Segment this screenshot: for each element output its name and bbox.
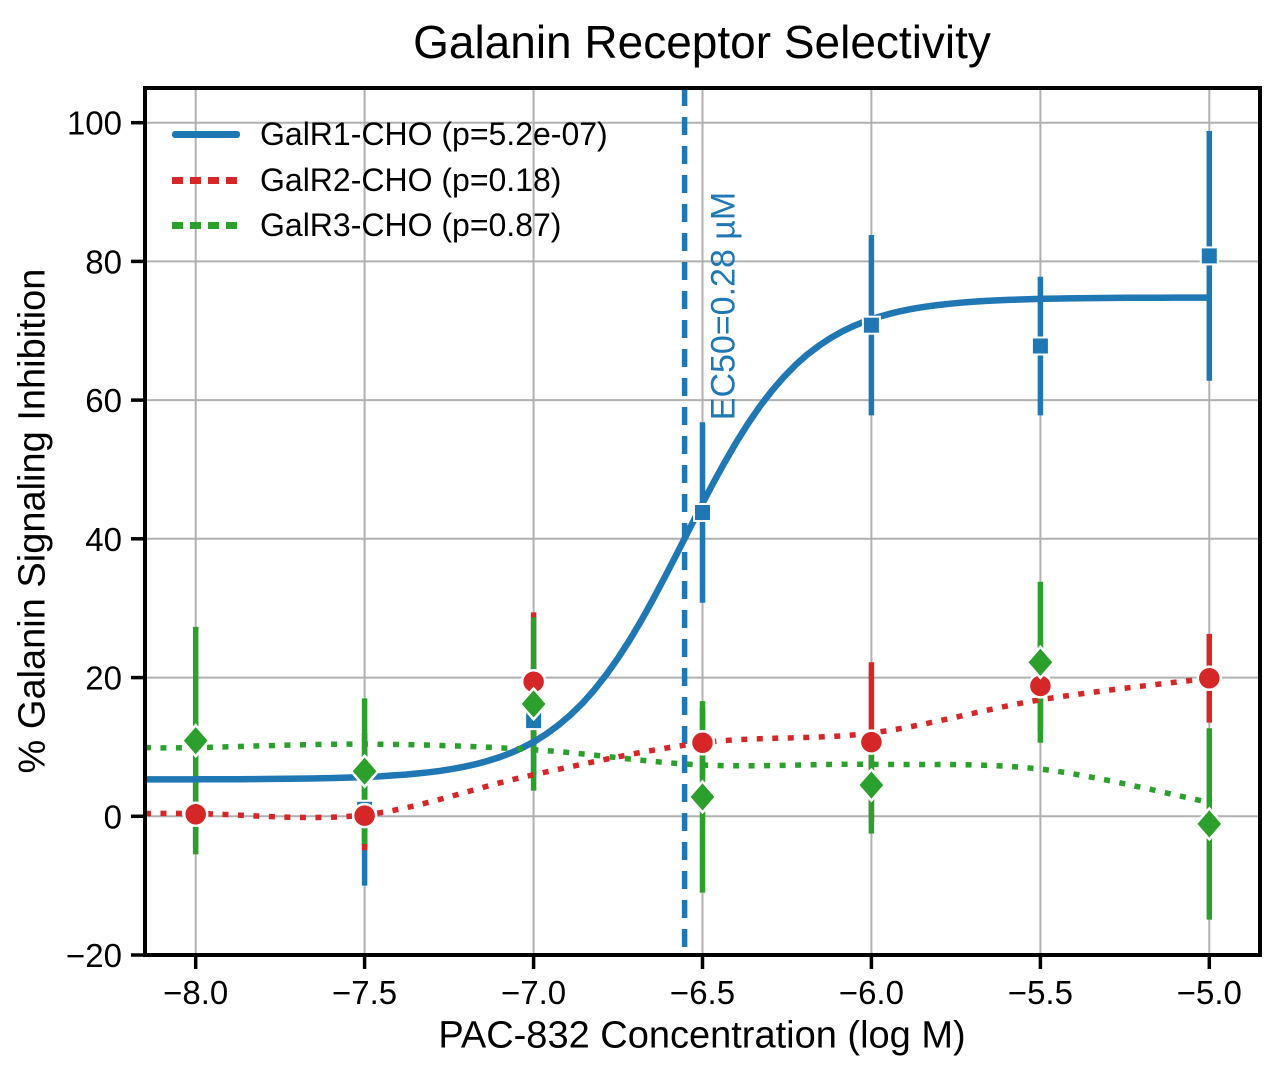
legend-item-galr2: GalR2-CHO (p=0.18) (172, 158, 608, 204)
svg-text:−20: −20 (66, 937, 122, 974)
svg-text:−5.5: −5.5 (1008, 974, 1073, 1011)
x-tick-labels: −8.0 −7.5 −7.0 −6.5 −6.0 −5.5 −5.0 (163, 974, 1242, 1011)
svg-text:20: 20 (85, 660, 122, 697)
legend: GalR1-CHO (p=5.2e-07) GalR2-CHO (p=0.18)… (172, 112, 608, 249)
legend-swatch-solid-line (172, 131, 240, 139)
x-axis-label: PAC-832 Concentration (log M) (438, 1014, 966, 1057)
legend-swatch-dotted-red (172, 176, 240, 184)
legend-label-galr1: GalR1-CHO (p=5.2e-07) (260, 116, 608, 153)
y-tick-labels: −20 0 20 40 60 80 100 (66, 105, 122, 974)
svg-text:60: 60 (85, 382, 122, 419)
svg-text:80: 80 (85, 243, 122, 280)
line-series-2 (144, 741, 1210, 806)
svg-text:100: 100 (67, 105, 122, 142)
gridlines (145, 88, 1260, 956)
tick-marks (131, 120, 1212, 969)
svg-text:−7.5: −7.5 (332, 974, 397, 1011)
svg-text:40: 40 (85, 521, 122, 558)
markers-series-2 (180, 644, 1225, 842)
y-axis-label: % Galanin Signaling Inhibition (11, 268, 54, 774)
legend-label-galr2: GalR2-CHO (p=0.18) (260, 161, 562, 198)
line-series-0 (145, 294, 1210, 783)
svg-text:−6.5: −6.5 (670, 974, 735, 1011)
ec50-annotation: EC50=0.28 µM (704, 191, 743, 421)
axes-box (143, 86, 1262, 957)
legend-label-galr3: GalR3-CHO (p=0.87) (260, 207, 562, 244)
svg-text:0: 0 (104, 798, 122, 835)
svg-text:−6.0: −6.0 (839, 974, 904, 1011)
markers-series-1 (182, 665, 1223, 829)
svg-text:−5.0: −5.0 (1177, 974, 1242, 1011)
svg-text:−8.0: −8.0 (163, 974, 228, 1011)
svg-text:−7.0: −7.0 (501, 974, 566, 1011)
legend-item-galr3: GalR3-CHO (p=0.87) (172, 203, 608, 249)
line-series-1 (144, 675, 1210, 821)
chart-title: Galanin Receptor Selectivity (413, 16, 991, 68)
legend-swatch-dotted-green (172, 222, 240, 230)
legend-item-galr1: GalR1-CHO (p=5.2e-07) (172, 112, 608, 158)
